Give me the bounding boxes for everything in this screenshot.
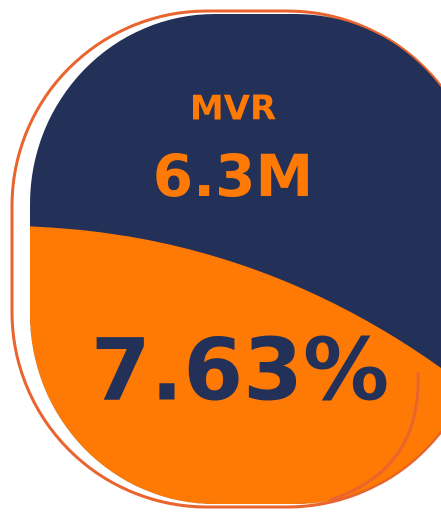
card-edge	[329, 371, 420, 502]
card-percent: 7.63%	[91, 320, 389, 420]
card-outline	[10, 9, 441, 509]
card-amount: 6.3M	[153, 142, 313, 210]
card-label: MVR	[190, 89, 276, 129]
card-bottom	[30, 226, 441, 504]
